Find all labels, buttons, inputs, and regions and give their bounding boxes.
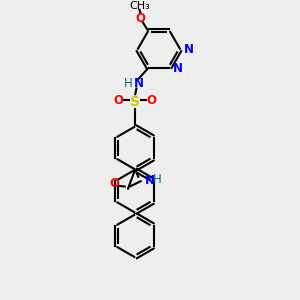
Text: H: H [124,77,133,90]
Text: N: N [145,174,155,187]
Text: S: S [130,95,140,109]
Text: O: O [110,177,119,190]
Text: O: O [136,12,146,25]
Text: O: O [114,94,124,107]
Text: H: H [153,173,162,186]
Text: N: N [183,43,194,56]
Text: O: O [146,94,157,107]
Text: N: N [173,62,183,75]
Text: N: N [134,77,144,90]
Text: CH₃: CH₃ [129,1,150,11]
